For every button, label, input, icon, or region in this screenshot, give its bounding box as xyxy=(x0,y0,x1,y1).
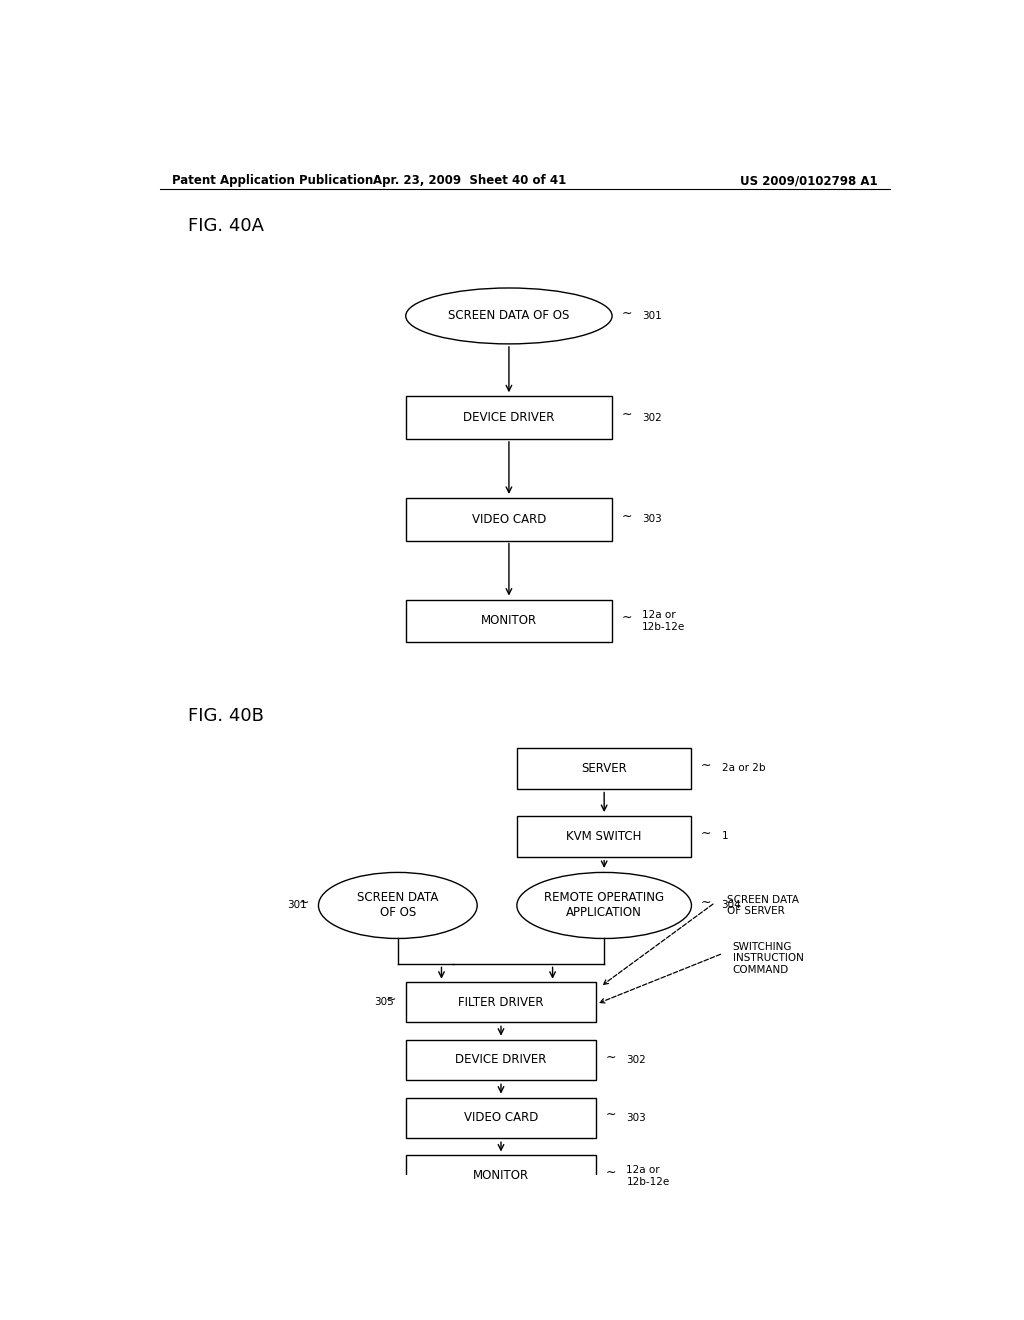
Text: DEVICE DRIVER: DEVICE DRIVER xyxy=(463,411,555,424)
FancyBboxPatch shape xyxy=(406,498,612,541)
FancyBboxPatch shape xyxy=(406,1155,596,1196)
Text: ∼: ∼ xyxy=(386,993,396,1006)
Text: ∼: ∼ xyxy=(622,611,632,624)
Text: 305: 305 xyxy=(374,997,394,1007)
FancyBboxPatch shape xyxy=(406,1040,596,1080)
Text: ∼: ∼ xyxy=(701,759,712,772)
Text: MONITOR: MONITOR xyxy=(473,1170,529,1183)
FancyBboxPatch shape xyxy=(517,748,691,788)
Text: 303: 303 xyxy=(642,515,662,524)
Text: SCREEN DATA OF OS: SCREEN DATA OF OS xyxy=(449,309,569,322)
Text: REMOTE OPERATING
APPLICATION: REMOTE OPERATING APPLICATION xyxy=(544,891,665,920)
Text: 301: 301 xyxy=(642,312,662,321)
FancyBboxPatch shape xyxy=(406,982,596,1022)
Text: Patent Application Publication: Patent Application Publication xyxy=(172,174,373,187)
Text: ∼: ∼ xyxy=(606,1109,616,1121)
Text: 301: 301 xyxy=(287,900,306,911)
Text: ∼: ∼ xyxy=(622,306,632,319)
Text: 12a or
12b-12e: 12a or 12b-12e xyxy=(627,1166,670,1187)
Text: VIDEO CARD: VIDEO CARD xyxy=(464,1111,539,1125)
Text: FIG. 40A: FIG. 40A xyxy=(187,218,263,235)
Text: FILTER DRIVER: FILTER DRIVER xyxy=(459,995,544,1008)
Text: 2a or 2b: 2a or 2b xyxy=(722,763,765,774)
Text: KVM SWITCH: KVM SWITCH xyxy=(566,830,642,843)
FancyBboxPatch shape xyxy=(406,599,612,643)
Text: 302: 302 xyxy=(642,413,662,422)
Text: SERVER: SERVER xyxy=(582,762,627,775)
Text: US 2009/0102798 A1: US 2009/0102798 A1 xyxy=(740,174,878,187)
FancyBboxPatch shape xyxy=(406,396,612,440)
Text: ∼: ∼ xyxy=(606,1167,616,1179)
Text: 304: 304 xyxy=(722,900,741,911)
Text: SWITCHING
INSTRUCTION
COMMAND: SWITCHING INSTRUCTION COMMAND xyxy=(733,941,804,975)
Text: DEVICE DRIVER: DEVICE DRIVER xyxy=(456,1053,547,1067)
Ellipse shape xyxy=(517,873,691,939)
Text: 1: 1 xyxy=(722,832,728,841)
Text: MONITOR: MONITOR xyxy=(481,614,537,627)
Text: SCREEN DATA
OF SERVER: SCREEN DATA OF SERVER xyxy=(727,895,799,916)
Ellipse shape xyxy=(406,288,612,345)
Text: ∼: ∼ xyxy=(298,896,309,909)
Text: ∼: ∼ xyxy=(701,826,712,840)
FancyBboxPatch shape xyxy=(406,1097,596,1138)
Text: FIG. 40B: FIG. 40B xyxy=(187,708,263,725)
Text: ∼: ∼ xyxy=(606,1051,616,1064)
Text: SCREEN DATA
OF OS: SCREEN DATA OF OS xyxy=(357,891,438,920)
Text: ∼: ∼ xyxy=(701,896,712,909)
Text: 303: 303 xyxy=(627,1113,646,1123)
Text: 302: 302 xyxy=(627,1055,646,1065)
Text: Apr. 23, 2009  Sheet 40 of 41: Apr. 23, 2009 Sheet 40 of 41 xyxy=(373,174,566,187)
Text: ∼: ∼ xyxy=(622,510,632,523)
Text: 12a or
12b-12e: 12a or 12b-12e xyxy=(642,610,685,632)
Text: VIDEO CARD: VIDEO CARD xyxy=(472,512,546,525)
FancyBboxPatch shape xyxy=(517,816,691,857)
Ellipse shape xyxy=(318,873,477,939)
Text: ∼: ∼ xyxy=(622,408,632,421)
